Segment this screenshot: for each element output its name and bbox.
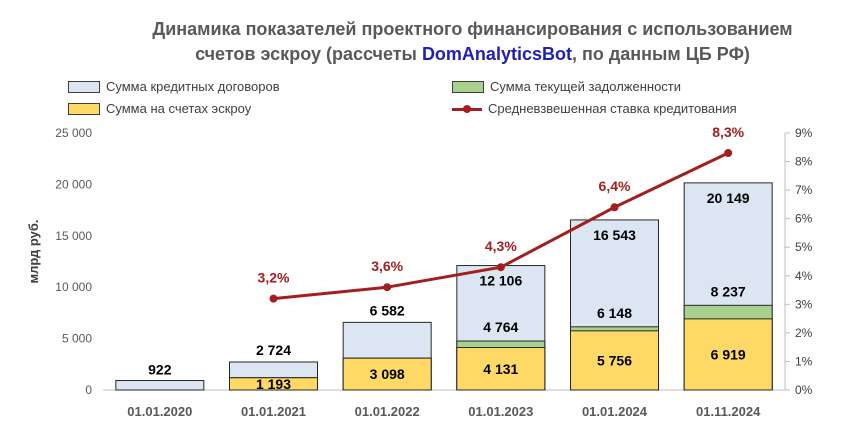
data-label-rate: 8,3%	[712, 124, 744, 140]
y-tick-label: 15 000	[55, 229, 92, 243]
legend-line-rate	[452, 103, 482, 115]
data-label-rate: 4,3%	[485, 238, 517, 254]
bar-escrow	[683, 318, 773, 391]
bar-escrow	[342, 357, 432, 391]
legend-swatch-escrow	[68, 102, 100, 115]
x-tick-label: 01.01.2022	[355, 404, 420, 419]
y2-tick-label: 4%	[795, 269, 813, 283]
data-label-credit-agreements: 16 543	[593, 227, 636, 243]
bar-escrow	[570, 330, 659, 391]
chart-title-line2-suffix: , по данным ЦБ РФ)	[571, 44, 750, 64]
y2-tick-label: 1%	[795, 354, 813, 368]
chart-title-line2: счетов эскроу (рассчеты DomAnalyticsBot,…	[95, 43, 850, 65]
legend-item-rate: Средневзвешенная ставка кредитования	[452, 101, 737, 117]
data-label-credit-agreements: 6 582	[370, 302, 405, 318]
chart-title-line1: Динамика показателей проектного финансир…	[152, 19, 793, 39]
rate-point	[496, 263, 505, 272]
x-tick-label: 01.01.2021	[241, 404, 306, 419]
data-label-rate: 3,6%	[371, 258, 403, 274]
y2-tick-label: 2%	[795, 326, 813, 340]
y2-tick-label: 8%	[795, 155, 813, 169]
data-label-rate: 6,4%	[599, 178, 631, 194]
data-label-credit-agreements: 20 149	[707, 190, 750, 206]
data-label-credit-agreements: 922	[148, 362, 172, 378]
data-label-current-debt: 4 764	[483, 319, 518, 335]
data-label-rate: 3,2%	[258, 270, 290, 286]
x-tick-label: 01.01.2024	[582, 404, 648, 419]
legend-swatch-current-debt	[452, 80, 484, 93]
data-label-escrow: 5 756	[597, 352, 632, 368]
y-tick-label: 5 000	[62, 332, 92, 346]
legend-label-rate: Средневзвешенная ставка кредитования	[488, 101, 737, 116]
y-axis-title: млрд руб.	[26, 220, 41, 284]
rate-point	[610, 203, 619, 212]
y-tick-label: 20 000	[55, 177, 92, 191]
bar-credit-agreements	[115, 380, 205, 391]
y2-tick-label: 0%	[795, 383, 813, 397]
legend-item-current-debt: Сумма текущей задолженности	[452, 79, 681, 95]
y-tick-label: 25 000	[55, 126, 92, 140]
chart-title-brand: DomAnalyticsBot	[421, 44, 572, 64]
y2-tick-label: 6%	[795, 212, 813, 226]
rate-point	[383, 283, 392, 292]
legend-label-escrow: Сумма на счетах эскроу	[106, 101, 252, 116]
y2-tick-label: 9%	[795, 126, 813, 140]
rate-point	[269, 294, 278, 303]
y-tick-label: 10 000	[55, 280, 92, 294]
data-label-credit-agreements: 12 106	[479, 273, 522, 289]
y2-tick-label: 3%	[795, 297, 813, 311]
bar-escrow	[456, 347, 546, 391]
legend-item-escrow: Сумма на счетах эскроу	[68, 101, 251, 117]
data-label-escrow: 3 098	[370, 366, 405, 382]
y-tick-label: 0	[85, 383, 92, 397]
legend-item-credit-agreements: Сумма кредитных договоров	[68, 79, 280, 95]
x-tick-label: 01.11.2024	[696, 404, 761, 419]
bar-escrow	[229, 377, 318, 391]
y2-tick-label: 7%	[795, 183, 813, 197]
y2-tick-label: 5%	[795, 240, 813, 254]
x-tick-label: 01.01.2023	[468, 404, 533, 419]
data-label-escrow: 1 193	[256, 376, 291, 392]
legend-swatch-credit-agreements	[68, 80, 100, 93]
data-label-current-debt: 6 148	[597, 305, 632, 321]
rate-point	[724, 148, 733, 157]
chart-title-line2-prefix: счетов эскроу (рассчеты	[195, 44, 422, 64]
data-label-escrow: 6 919	[711, 346, 746, 362]
legend-label-current-debt: Сумма текущей задолженности	[490, 79, 682, 94]
legend-label-credit-agreements: Сумма кредитных договоров	[106, 79, 280, 94]
data-label-escrow: 4 131	[483, 361, 518, 377]
data-label-current-debt: 8 237	[711, 283, 746, 299]
x-tick-label: 01.01.2020	[127, 404, 192, 419]
data-label-credit-agreements: 2 724	[256, 342, 291, 358]
